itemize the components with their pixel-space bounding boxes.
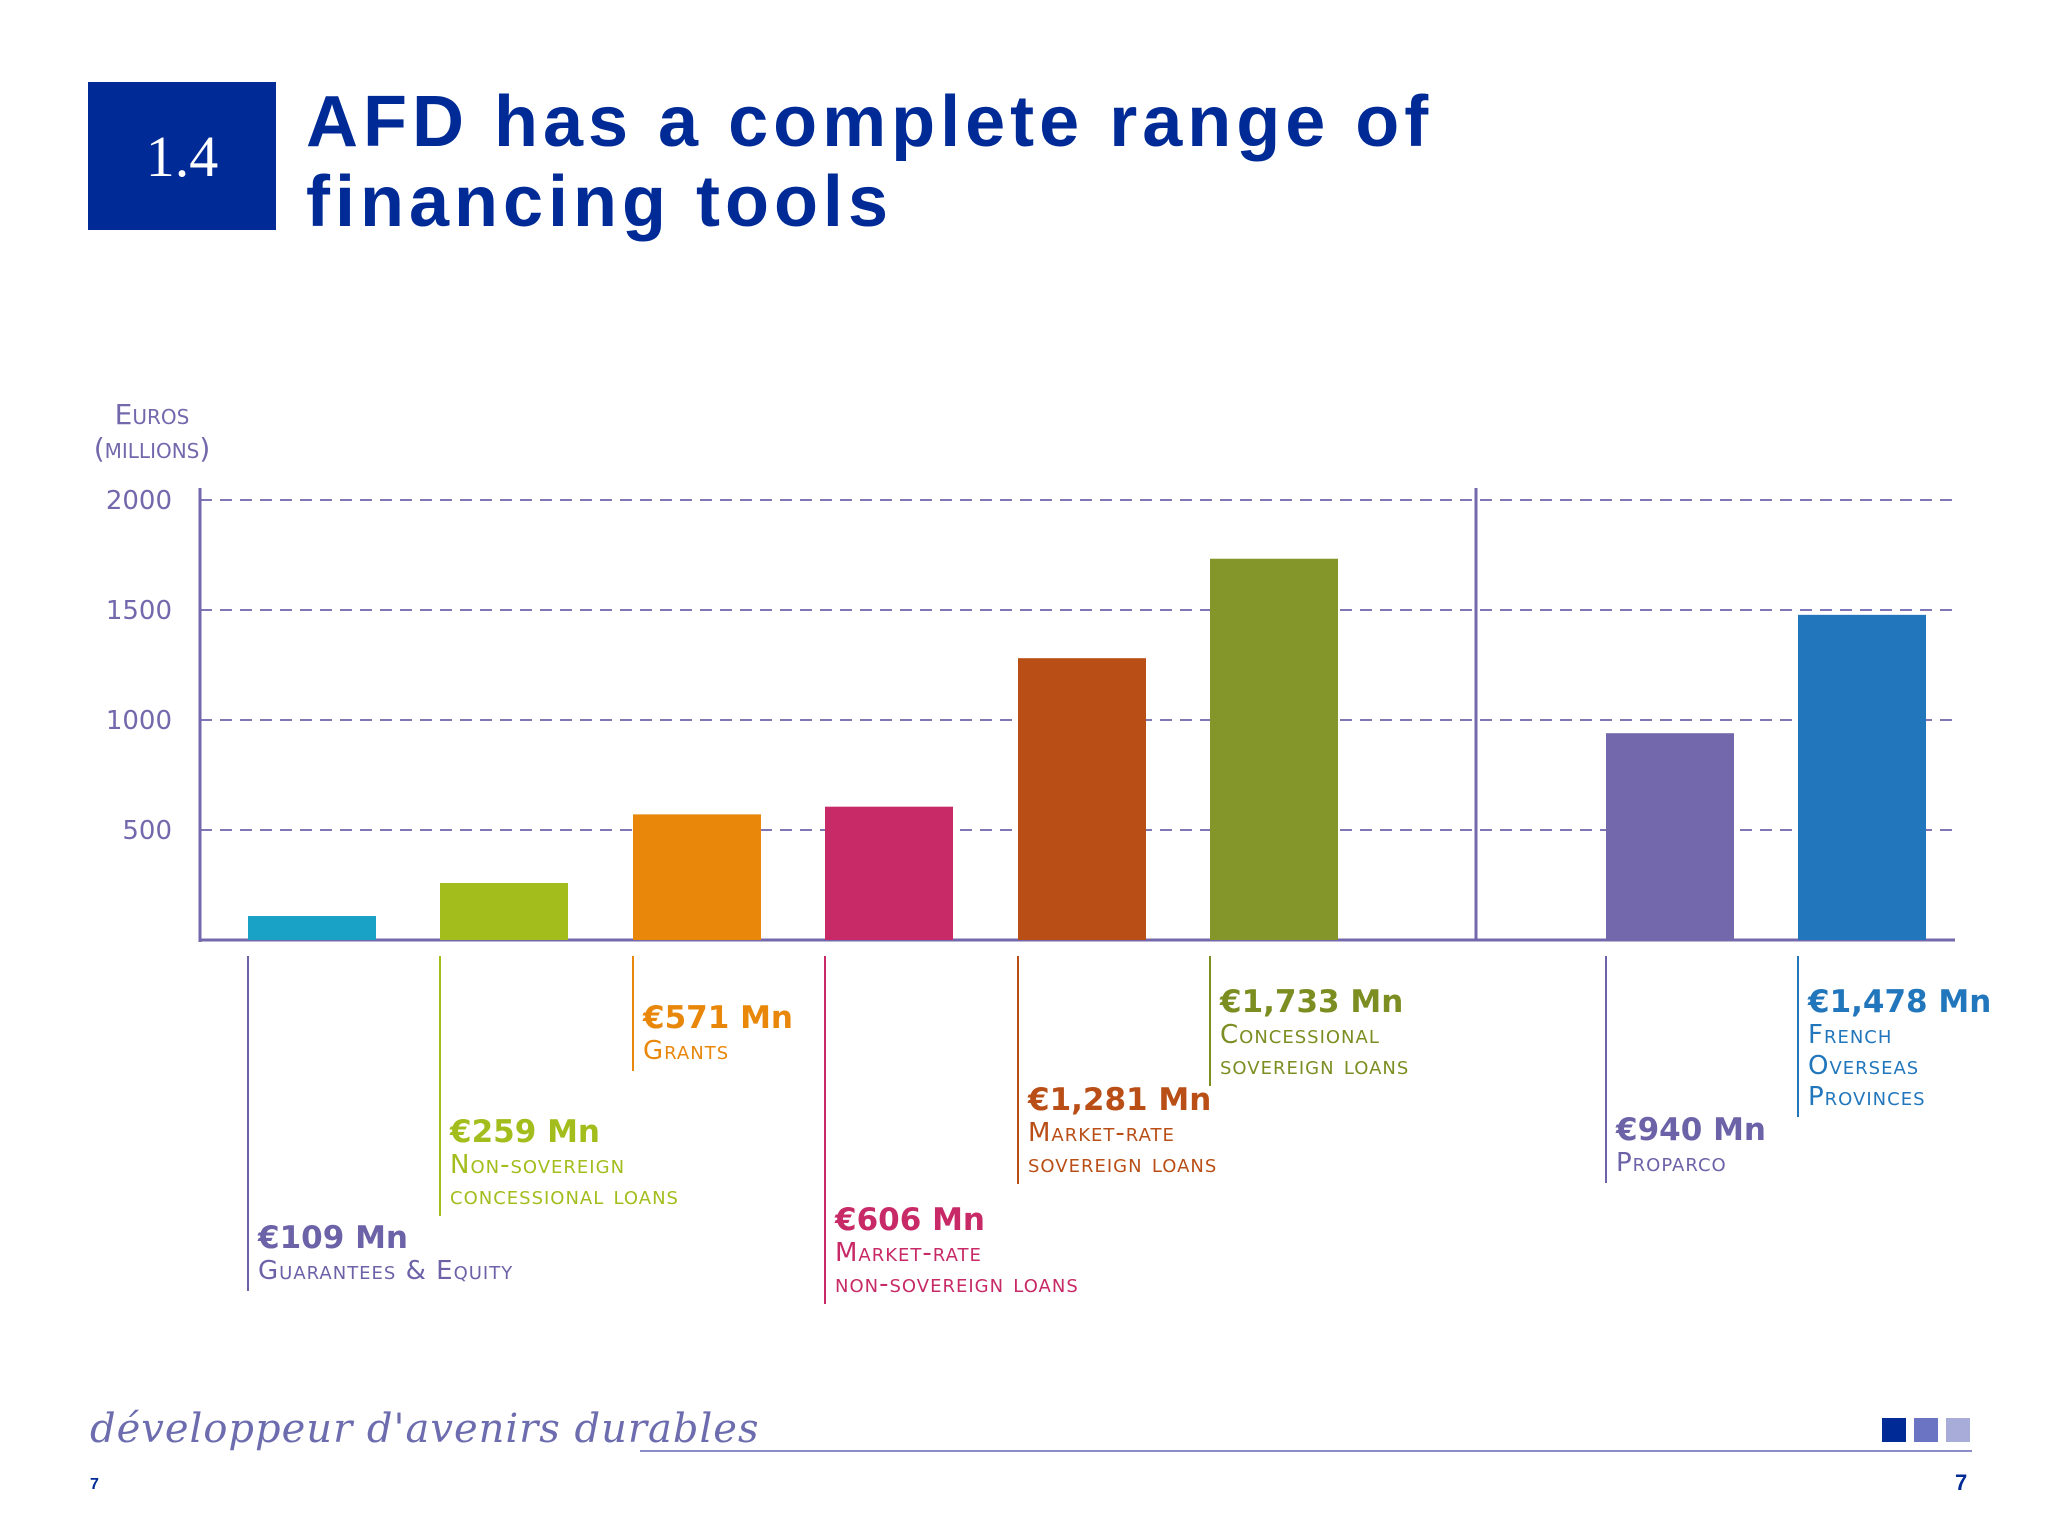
category-label-2-line-1: Non-sovereign [450, 1150, 625, 1180]
bar-2 [440, 883, 568, 940]
category-label-6-line-1: Concessional [1220, 1020, 1380, 1050]
section-number-badge: 1.4 [88, 82, 276, 230]
category-label-2-line-2: concessional loans [450, 1181, 679, 1211]
section-number: 1.4 [145, 123, 219, 189]
bar-3 [633, 814, 761, 940]
data-label-value-3: €571 Mn [642, 1000, 793, 1036]
y-tick-label-2000: 2000 [106, 486, 172, 516]
y-axis-label-line-1: Euros [115, 398, 190, 431]
bar-4 [825, 806, 953, 940]
y-tick-label-1000: 1000 [106, 706, 172, 736]
footer-divider [640, 1450, 1972, 1452]
y-tick-label-500: 500 [122, 816, 172, 846]
bar-6 [1210, 558, 1338, 940]
category-label-6-line-2: sovereign loans [1220, 1051, 1409, 1081]
brand-square-2 [1914, 1418, 1938, 1442]
page-title: AFD has a complete range of financing to… [306, 82, 1606, 242]
category-label-8-line-3: Provinces [1808, 1082, 1926, 1112]
category-label-5-line-1: Market-rate [1028, 1118, 1175, 1148]
data-label-value-4: €606 Mn [834, 1202, 985, 1238]
category-label-4-line-1: Market-rate [835, 1238, 982, 1268]
category-label-7-line-1: Proparco [1616, 1148, 1727, 1178]
y-axis-label-line-2: (millions) [94, 432, 211, 465]
brand-square-1 [1882, 1418, 1906, 1442]
data-label-value-7: €940 Mn [1615, 1112, 1766, 1148]
page-title-line-1: AFD has a complete range of [306, 82, 1434, 162]
bar-5 [1018, 658, 1146, 940]
category-label-4-line-2: non-sovereign loans [835, 1269, 1079, 1299]
y-tick-label-1500: 1500 [106, 596, 172, 626]
data-label-value-8: €1,478 Mn [1807, 984, 1991, 1020]
category-label-8-line-2: Overseas [1808, 1051, 1919, 1081]
category-label-5-line-2: sovereign loans [1028, 1149, 1217, 1179]
data-label-value-6: €1,733 Mn [1219, 984, 1403, 1020]
footer-slogan: développeur d'avenirs durables [90, 1406, 760, 1452]
data-label-value-1: €109 Mn [257, 1220, 408, 1256]
data-label-value-5: €1,281 Mn [1027, 1082, 1211, 1118]
page-title-line-2: financing tools [306, 162, 893, 242]
page-number-left: 7 [90, 1476, 99, 1493]
brand-square-3 [1946, 1418, 1970, 1442]
page-number-right: 7 [1955, 1470, 1968, 1495]
data-label-value-2: €259 Mn [449, 1114, 600, 1150]
bar-8 [1798, 614, 1926, 940]
category-label-3-line-1: Grants [643, 1036, 729, 1066]
category-label-1-line-1: Guarantees & Equity [258, 1256, 513, 1286]
category-label-8-line-1: French [1808, 1020, 1892, 1050]
bar-7 [1606, 733, 1734, 940]
bar-1 [248, 916, 376, 940]
